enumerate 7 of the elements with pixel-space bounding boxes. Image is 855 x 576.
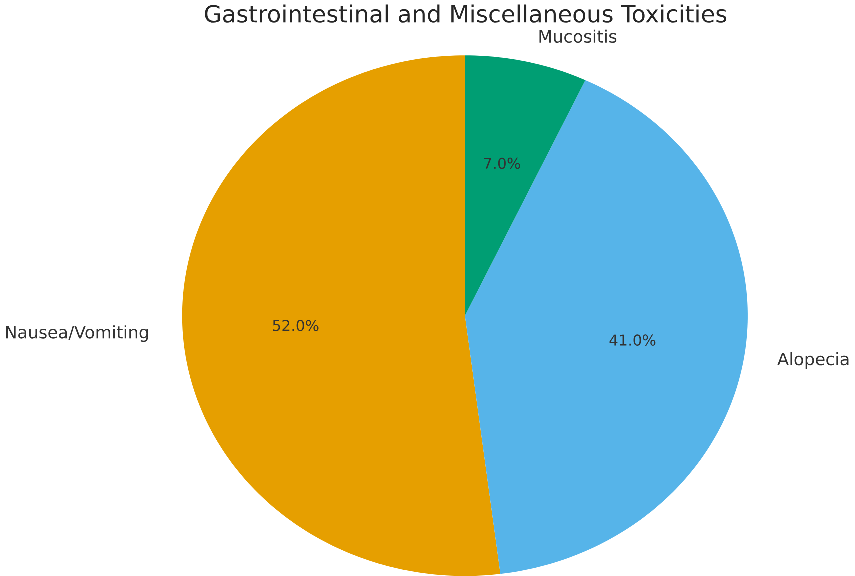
chart-title: Gastrointestinal and Miscellaneous Toxicities (205, 4, 727, 23)
data-label: 52.0% (273, 320, 319, 332)
slice-label: Nausea/Vomiting (6, 326, 148, 342)
data-label: 7.0% (484, 158, 520, 170)
data-label: 41.0% (610, 334, 656, 346)
slice-label: Mucositis (540, 30, 617, 43)
slice-label: Alopecia (778, 352, 849, 369)
